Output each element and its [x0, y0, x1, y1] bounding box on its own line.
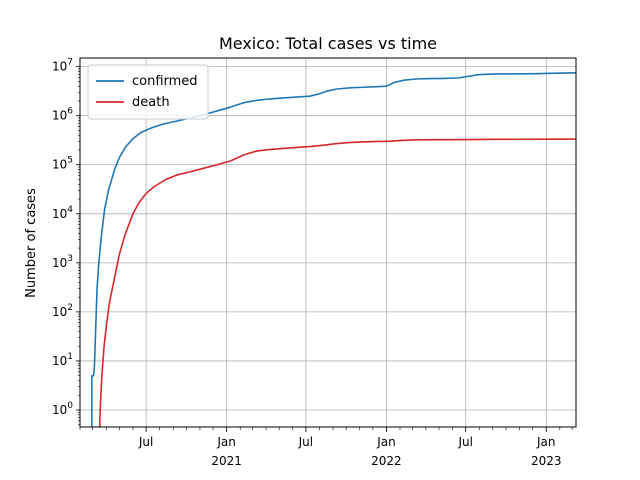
plot-frame: [79, 57, 577, 428]
x-tick-label: Jan: [376, 435, 396, 449]
series-line-death: [98, 138, 577, 428]
x-tick-year-label: 2022: [371, 454, 402, 468]
y-tick-label: 106: [52, 107, 73, 123]
x-tick-label: Jul: [457, 435, 472, 449]
x-axis-ticks: Jul Jan 2021 Jul Jan 2022 Jul Jan 2023: [79, 427, 573, 468]
y-tick-label: 104: [52, 205, 73, 221]
series-lines: [91, 72, 577, 428]
x-tick-label: Jul: [298, 435, 313, 449]
y-tick-label: 103: [52, 254, 73, 270]
legend-box: [87, 64, 209, 120]
chart-title: Mexico: Total cases vs time: [219, 34, 437, 53]
y-tick-label: 102: [52, 303, 73, 319]
x-tick-year-label: 2023: [531, 454, 562, 468]
y-axis-ticks: 100 101 102 103 104 105 106 107: [52, 58, 80, 426]
y-tick-label: 105: [52, 156, 73, 172]
legend-label-confirmed: confirmed: [132, 74, 198, 89]
y-tick-label: 101: [52, 352, 73, 368]
x-tick-year-label: 2021: [211, 454, 242, 468]
x-tick-label: Jul: [138, 435, 153, 449]
series-line-confirmed: [91, 72, 577, 427]
y-tick-label: 107: [52, 58, 73, 74]
y-tick-label: 100: [52, 401, 73, 417]
y-axis-label: Number of cases: [24, 188, 39, 298]
x-tick-label: Jan: [536, 435, 556, 449]
grid-lines: [80, 58, 576, 427]
x-tick-label: Jan: [216, 435, 236, 449]
legend: confirmed death: [87, 64, 209, 120]
legend-label-death: death: [132, 95, 170, 110]
